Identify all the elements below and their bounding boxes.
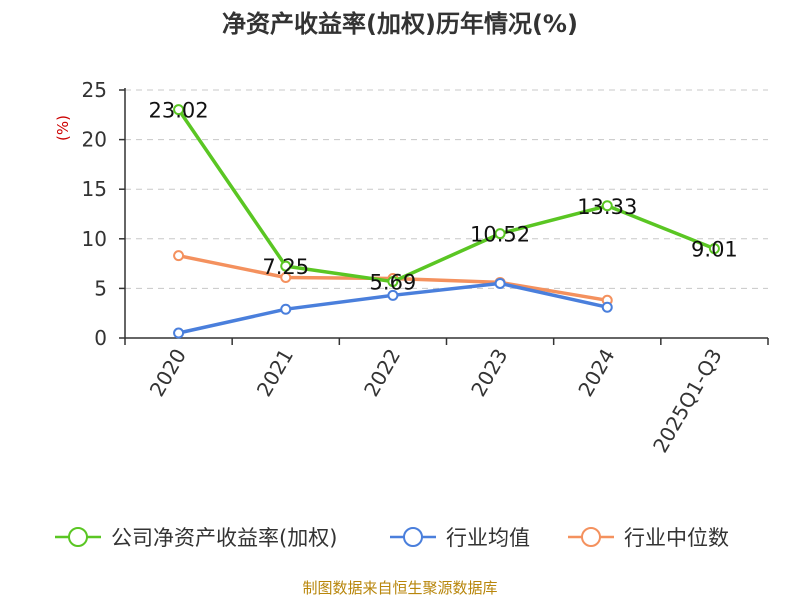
source-note: 制图数据来自恒生聚源数据库 <box>302 579 497 597</box>
legend-marker <box>403 527 423 547</box>
legend-label: 行业均值 <box>446 526 530 550</box>
data-point <box>280 260 292 272</box>
data-point <box>173 104 185 116</box>
legend-item: 公司净资产收益率(加权) <box>55 526 337 550</box>
y-tick-label: 0 <box>94 326 107 350</box>
y-axis-label: (%) <box>54 115 72 141</box>
data-labels: 23.02 7.25 5.69 10.52 13.33 9.01 <box>149 99 738 295</box>
x-tick-label: 2024 <box>573 345 619 401</box>
data-label: 10.52 <box>470 223 530 247</box>
data-point <box>387 289 399 301</box>
legend-label: 行业中位数 <box>624 526 729 550</box>
y-tick-label: 5 <box>94 276 107 300</box>
data-label: 5.69 <box>370 271 417 295</box>
y-tick-label: 25 <box>82 78 107 102</box>
data-point <box>494 277 506 289</box>
x-tick-label: 2025Q1-Q3 <box>648 345 727 457</box>
data-label: 13.33 <box>577 195 637 219</box>
y-tick-label: 20 <box>82 128 107 152</box>
data-point <box>280 303 292 315</box>
data-point <box>601 301 613 313</box>
y-tick-label: 15 <box>82 177 107 201</box>
chart-title: 净资产收益率(加权)历年情况(%) <box>222 10 578 38</box>
x-tick-label: 2022 <box>359 345 405 401</box>
legend-item: 行业中位数 <box>568 526 729 550</box>
x-tick-label: 2021 <box>252 345 298 401</box>
data-point <box>708 243 720 255</box>
data-point <box>280 271 292 283</box>
data-point <box>173 250 185 262</box>
legend-label: 公司净资产收益率(加权) <box>111 526 337 550</box>
series-line <box>177 108 716 284</box>
data-point <box>601 200 613 212</box>
legend-marker <box>581 527 601 547</box>
legend-marker <box>68 527 88 547</box>
y-tick-label: 10 <box>82 227 107 251</box>
data-label: 7.25 <box>262 255 309 279</box>
data-point <box>173 327 185 339</box>
x-tick-label: 2020 <box>145 345 191 401</box>
legend: 公司净资产收益率(加权) 行业均值 行业中位数 <box>55 526 729 550</box>
series-group <box>173 104 720 339</box>
x-tick-label: 2023 <box>466 345 512 401</box>
legend-item: 行业均值 <box>390 526 530 550</box>
data-point <box>494 228 506 240</box>
data-label: 9.01 <box>691 238 738 262</box>
data-point <box>387 276 399 288</box>
data-label: 23.02 <box>149 99 209 123</box>
